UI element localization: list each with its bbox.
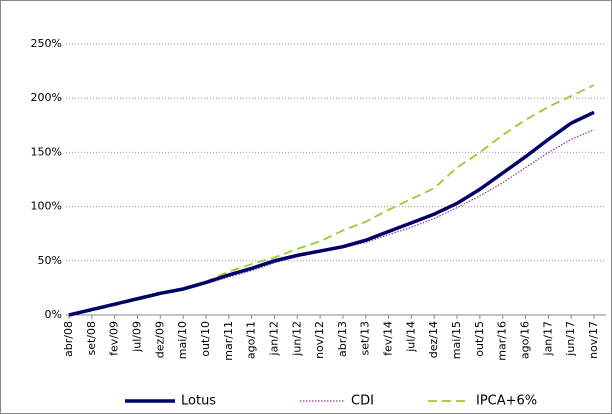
- x-tick-label: jan/17: [541, 321, 554, 356]
- x-tick-label: set/08: [85, 321, 98, 356]
- x-tick-label: fev/14: [382, 321, 395, 356]
- x-tick-label: jan/12: [267, 321, 280, 356]
- x-tick-label: jul/14: [404, 321, 417, 353]
- x-tick-label: set/13: [359, 321, 372, 356]
- x-tick-label: mar/16: [496, 321, 509, 361]
- y-tick-label: 150%: [31, 145, 62, 158]
- x-tick-label: abr/13: [336, 321, 349, 357]
- x-tick-label: out/15: [473, 321, 486, 357]
- legend-label: IPCA+6%: [476, 394, 537, 409]
- x-tick-label: nov/17: [587, 321, 600, 359]
- x-tick-label: jun/17: [564, 321, 577, 357]
- y-tick-label: 200%: [31, 91, 62, 104]
- x-tick-label: jul/09: [130, 321, 143, 353]
- legend-label: Lotus: [181, 394, 216, 409]
- x-tick-label: out/10: [199, 321, 212, 357]
- y-tick-label: 0%: [45, 308, 62, 321]
- x-tick-label: nov/12: [313, 321, 326, 359]
- y-tick-label: 100%: [31, 200, 62, 213]
- x-tick-label: jun/12: [290, 321, 303, 357]
- y-tick-label: 50%: [38, 254, 62, 267]
- x-tick-label: ago/11: [245, 321, 258, 359]
- x-tick-label: ago/16: [519, 321, 532, 359]
- x-tick-label: fev/09: [108, 321, 121, 356]
- legend-label: CDI: [351, 394, 374, 409]
- x-tick-label: dez/09: [153, 321, 166, 358]
- y-tick-label: 250%: [31, 37, 62, 50]
- x-tick-label: mai/15: [450, 321, 463, 359]
- series-line: [68, 110, 595, 317]
- x-tick-label: dez/14: [427, 321, 440, 358]
- x-tick-label: mai/10: [176, 321, 189, 359]
- x-tick-label: mar/11: [222, 321, 235, 361]
- x-tick-label: abr/08: [62, 321, 75, 357]
